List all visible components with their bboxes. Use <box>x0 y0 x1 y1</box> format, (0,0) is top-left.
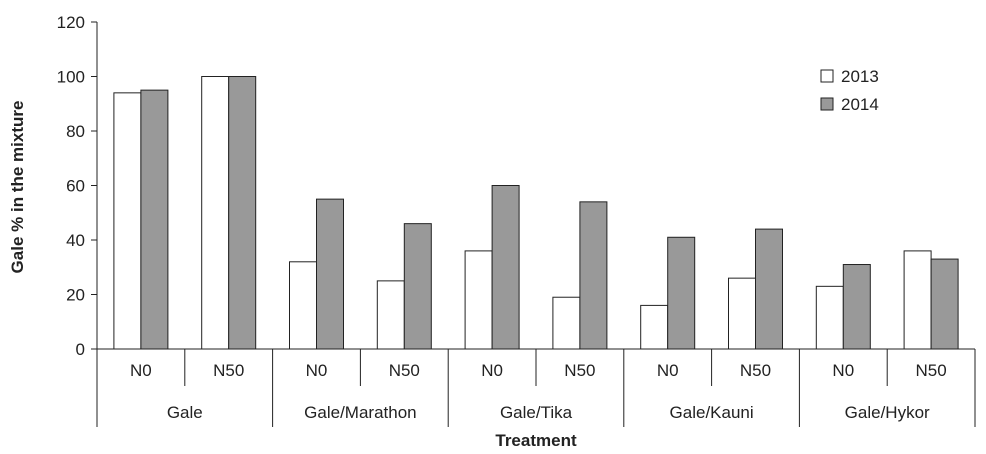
category-label: N50 <box>389 361 420 380</box>
legend: 2013 2014 <box>820 67 879 114</box>
bar-2014-8 <box>755 228 783 350</box>
bar-2013-8 <box>728 277 756 350</box>
legend-label-2013: 2013 <box>841 67 879 86</box>
category-label: N0 <box>481 361 503 380</box>
category-label: N0 <box>832 361 854 380</box>
bar-2013-4 <box>376 280 405 350</box>
y-tick-label: 80 <box>66 122 85 141</box>
bar-2013-6 <box>552 296 581 350</box>
y-tick-label: 20 <box>66 286 85 305</box>
bar-2013-9 <box>815 285 844 350</box>
bar-2013-1 <box>113 92 142 350</box>
bar-2014-3 <box>316 198 344 350</box>
bar-2014-5 <box>491 185 520 350</box>
y-tick-label: 120 <box>57 13 85 32</box>
bar-2014-1 <box>140 89 169 350</box>
legend-swatch-2014 <box>820 97 834 111</box>
category-label: N0 <box>130 361 152 380</box>
bars <box>113 76 959 350</box>
legend-swatch-2013 <box>820 69 834 83</box>
bar-2014-10 <box>930 258 959 350</box>
bar-2013-5 <box>464 250 493 350</box>
y-tick-label: 100 <box>57 68 85 87</box>
bar-2013-3 <box>289 261 317 350</box>
group-label: Gale/Hykor <box>845 403 930 422</box>
y-axis-title: Gale % in the mixture <box>8 101 27 274</box>
category-label: N0 <box>657 361 679 380</box>
category-label: N0 <box>306 361 328 380</box>
bar-2014-4 <box>403 223 432 350</box>
category-label: N50 <box>916 361 947 380</box>
y-tick-label: 0 <box>76 340 85 359</box>
legend-label-2014: 2014 <box>841 95 879 114</box>
bar-2013-10 <box>903 250 932 350</box>
category-label: N50 <box>213 361 244 380</box>
y-tick-label: 60 <box>66 177 85 196</box>
y-tick-label: 40 <box>66 231 85 250</box>
category-label: N50 <box>740 361 771 380</box>
bar-2014-2 <box>228 76 257 350</box>
x-axis-title: Treatment <box>495 431 577 450</box>
group-label: Gale/Tika <box>500 403 573 422</box>
group-label: Gale/Marathon <box>304 403 416 422</box>
group-label: Gale/Kauni <box>670 403 754 422</box>
bar-2014-6 <box>579 201 608 350</box>
group-label: Gale <box>167 403 203 422</box>
bar-2013-2 <box>201 76 230 350</box>
bar-2014-7 <box>667 236 696 350</box>
category-label: N50 <box>564 361 595 380</box>
x-axis: N0 N50 N0 N50 N0 N50 N0 N50 N0 N50 Gale Gale/Marath… <box>96 348 976 427</box>
bar-2014-9 <box>842 264 871 350</box>
bar-2013-7 <box>640 304 669 350</box>
y-axis: 0 20 40 60 80 100 120 <box>57 13 98 359</box>
